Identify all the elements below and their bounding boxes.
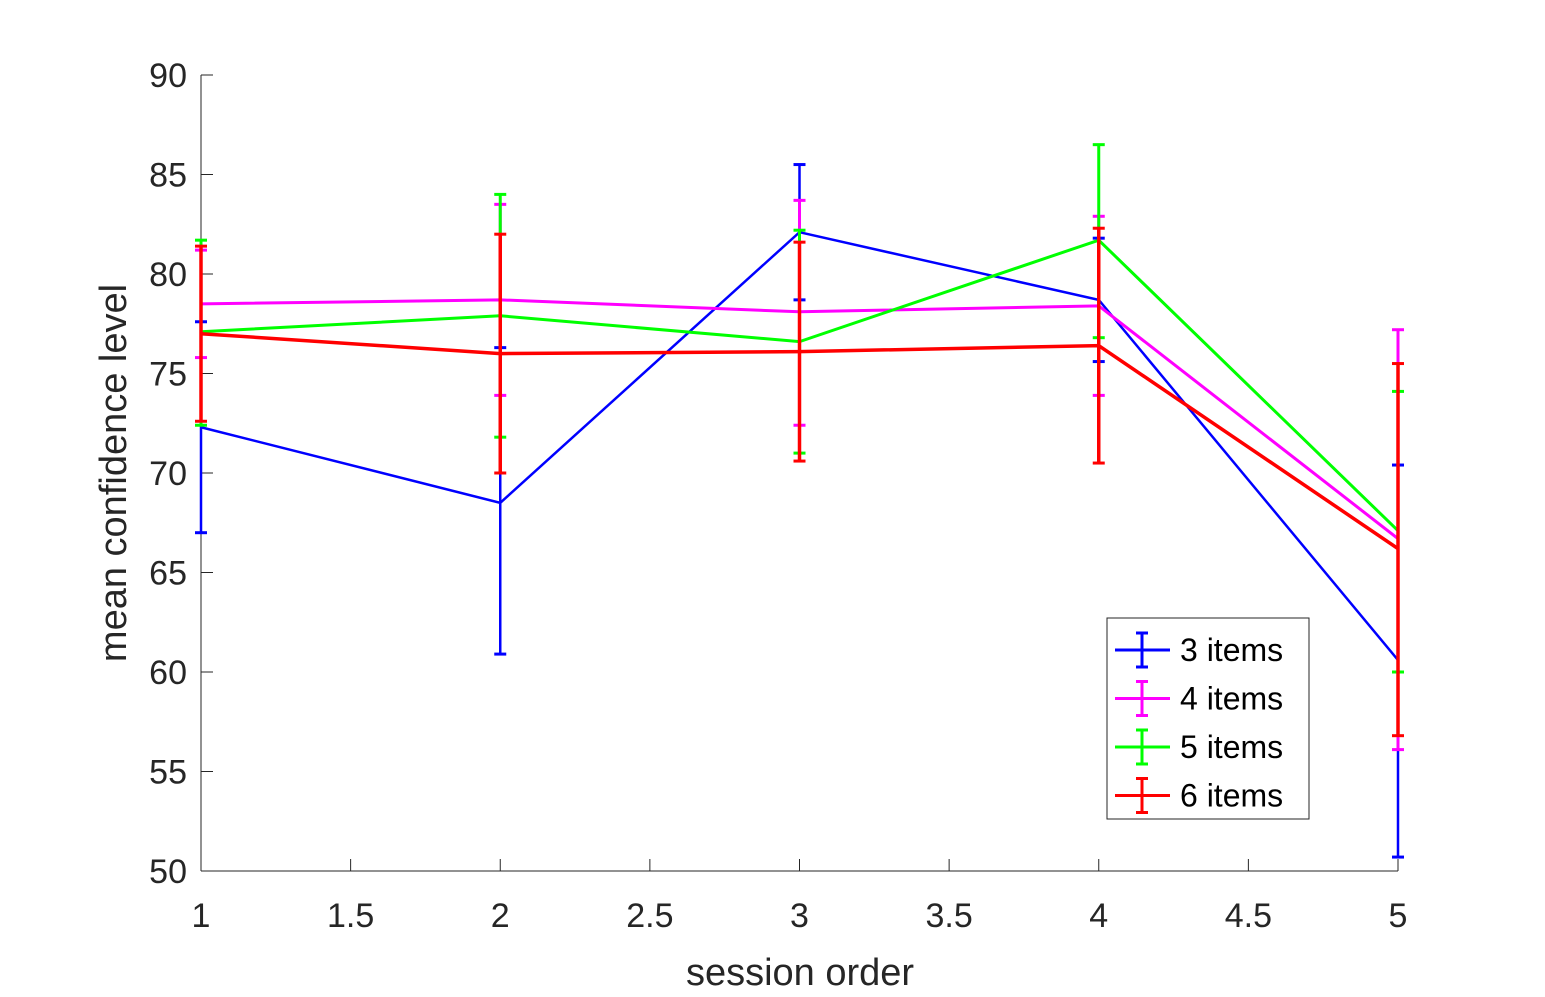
x-tick-label: 5 — [1389, 897, 1408, 935]
x-tick-label: 2.5 — [626, 897, 673, 935]
y-tick-label: 65 — [149, 555, 187, 593]
y-tick-label: 80 — [149, 256, 187, 294]
legend-label: 3 items — [1180, 632, 1283, 668]
y-tick-label: 70 — [149, 455, 187, 493]
x-tick-label: 4 — [1089, 897, 1108, 935]
legend-label: 6 items — [1180, 778, 1283, 814]
legend-label: 5 items — [1180, 729, 1283, 765]
y-tick-label: 55 — [149, 754, 187, 792]
legend-label: 4 items — [1180, 681, 1283, 717]
x-tick-label: 1 — [192, 897, 211, 935]
y-tick-label: 85 — [149, 157, 187, 195]
y-tick-label: 75 — [149, 356, 187, 394]
y-axis-label: mean confidence level — [93, 284, 135, 662]
y-tick-label: 50 — [149, 853, 187, 891]
x-tick-label: 4.5 — [1225, 897, 1272, 935]
y-tick-label: 90 — [149, 57, 187, 95]
x-tick-label: 3.5 — [925, 897, 972, 935]
x-tick-label: 3 — [790, 897, 809, 935]
series-6-items — [195, 226, 1404, 738]
x-tick-label: 1.5 — [327, 897, 374, 935]
x-axis-label: session order — [686, 952, 914, 994]
legend: 3 items 4 items 5 items 6 items — [1106, 617, 1310, 820]
y-tick-label: 60 — [149, 654, 187, 692]
x-tick-label: 2 — [491, 897, 510, 935]
